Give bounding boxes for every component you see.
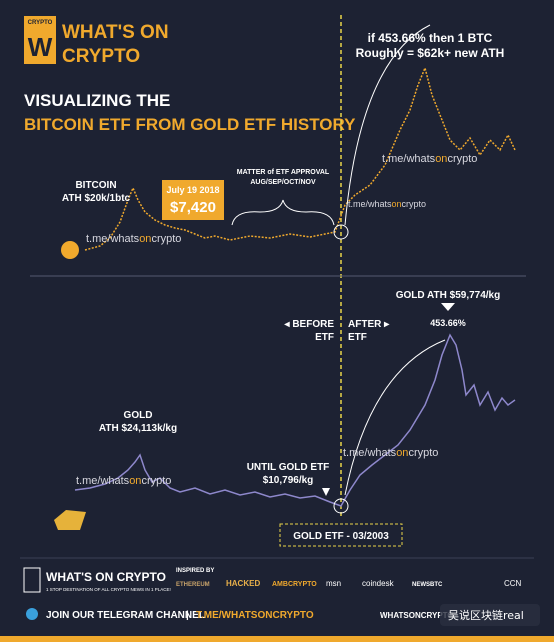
marker bbox=[333, 224, 349, 240]
gold-line bbox=[74, 333, 516, 507]
annotation: GOLD ETF - 03/2003 bbox=[293, 531, 389, 542]
footer-brand: WHAT'S ON CRYPTO bbox=[46, 570, 166, 584]
footer-sep: | bbox=[186, 610, 189, 621]
watermark: t.me/whatsoncrypto bbox=[348, 199, 426, 209]
sponsor: msn bbox=[326, 579, 341, 588]
title: VISUALIZING THE bbox=[24, 91, 170, 110]
logo-badge bbox=[24, 16, 56, 64]
annotation: July 19 2018 bbox=[166, 185, 219, 195]
bitcoin-line bbox=[84, 65, 516, 251]
pointer bbox=[322, 488, 330, 496]
logo-line: WHAT'S ON bbox=[62, 22, 169, 43]
sponsor: ETHEREUM bbox=[176, 582, 210, 588]
annotation: MATTER of ETF APPROVAL bbox=[237, 169, 330, 176]
annotation: AUG/SEP/OCT/NOV bbox=[250, 179, 316, 186]
annotation: ATH $24,113k/kg bbox=[99, 423, 177, 434]
arrow bbox=[344, 24, 431, 226]
annotation: AFTER ▸ bbox=[348, 319, 390, 330]
annotation: Roughly = $62k+ new ATH bbox=[356, 46, 505, 60]
sponsors: ETHEREUM HACKED AMBCRYPTO msn coindesk N… bbox=[176, 579, 522, 588]
logo-line: CRYPTO bbox=[62, 46, 140, 67]
price-box bbox=[162, 180, 224, 220]
annotation: $10,796/kg bbox=[263, 475, 314, 486]
arrow bbox=[344, 339, 446, 496]
annotation: $7,420 bbox=[170, 199, 216, 216]
sponsor: NEWSBTC bbox=[412, 582, 443, 588]
bitcoin-icon bbox=[61, 241, 79, 259]
annotation: ATH $20k/1btc bbox=[62, 193, 131, 204]
logo-mark: W bbox=[28, 32, 53, 62]
title: BITCOIN ETF FROM GOLD ETF HISTORY bbox=[24, 115, 356, 134]
annotation: UNTIL GOLD ETF bbox=[247, 462, 330, 473]
sponsor: HACKED bbox=[226, 579, 260, 588]
stamp-bg bbox=[440, 604, 540, 626]
annotation: ETF bbox=[348, 332, 367, 343]
footer-link[interactable]: T.ME/WHATSONCRYPTO bbox=[196, 610, 314, 621]
footer-logo bbox=[23, 567, 41, 593]
logo-badge-text: CRYPTO bbox=[28, 20, 53, 26]
annotation: GOLD bbox=[124, 410, 153, 421]
watermark: t.me/whatsoncrypto bbox=[76, 475, 171, 487]
annotation: BITCOIN bbox=[75, 180, 116, 191]
gold-icon bbox=[54, 510, 86, 530]
watermark: t.me/whatsoncrypto bbox=[382, 153, 477, 165]
footer-tagline: 1 STOP DESTINATION OF ALL CRYPTO NEWS IN… bbox=[46, 587, 171, 592]
telegram-icon bbox=[26, 608, 38, 620]
marker bbox=[333, 498, 349, 514]
sponsor: AMBCRYPTO bbox=[272, 581, 317, 588]
stamp: 吴说区块链real bbox=[448, 608, 524, 622]
footer-join: JOIN OUR TELEGRAM CHANNEL bbox=[46, 610, 205, 621]
annotation: if 453.66% then 1 BTC bbox=[368, 31, 493, 45]
pointer bbox=[441, 303, 455, 311]
annotation: GOLD ATH $59,774/kg bbox=[396, 290, 500, 301]
sponsor: coindesk bbox=[362, 579, 395, 588]
footer-site: WHATSONCRYPTO bbox=[380, 611, 454, 620]
annotation: ETF bbox=[315, 332, 334, 343]
sponsor: CCN bbox=[504, 579, 522, 588]
brace bbox=[231, 199, 335, 226]
date-box bbox=[279, 523, 403, 547]
watermarks: t.me/whatsoncrypto t.me/whatsoncrypto t.… bbox=[76, 153, 477, 487]
annotation: ◂ BEFORE bbox=[284, 319, 335, 330]
watermark: t.me/whatsoncrypto bbox=[86, 233, 181, 245]
watermark: t.me/whatsoncrypto bbox=[343, 447, 438, 459]
annotation: 453.66% bbox=[430, 318, 466, 328]
bottom-band bbox=[0, 636, 554, 642]
footer-inspired: INSPIRED BY bbox=[176, 568, 214, 574]
